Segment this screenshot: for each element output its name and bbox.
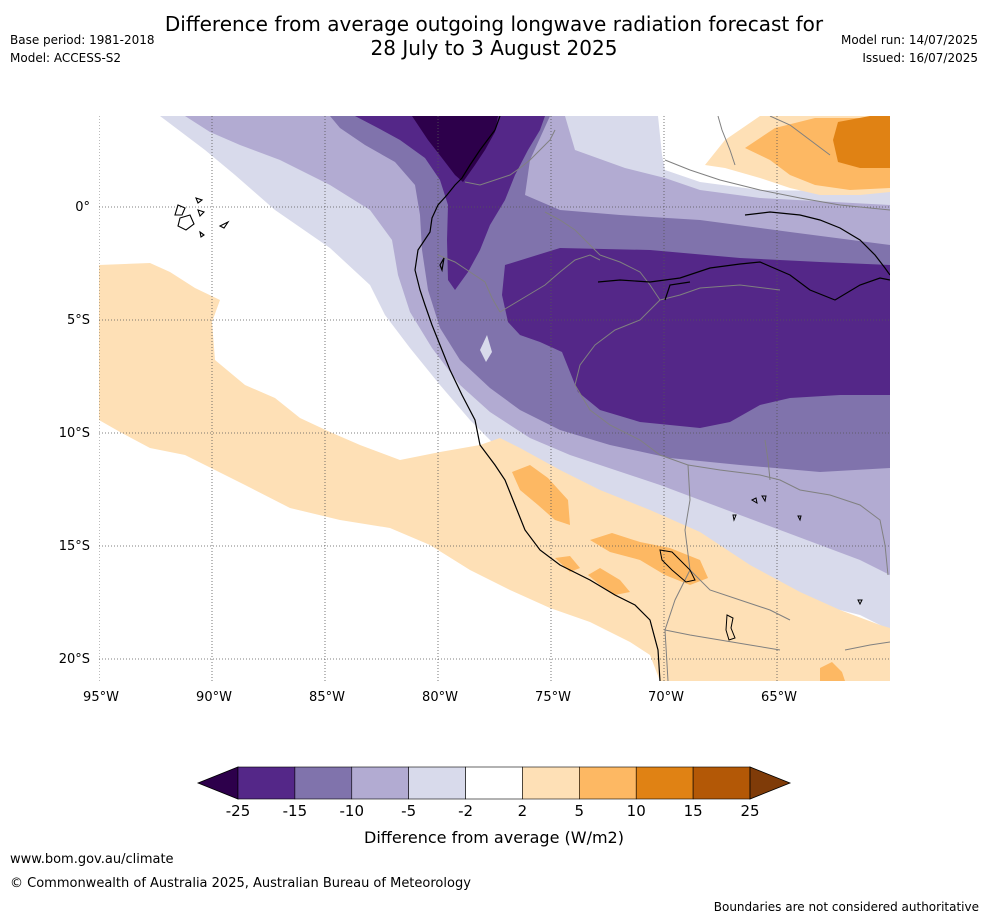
model-name: Model: ACCESS-S2 — [10, 51, 122, 65]
website-text: www.bom.gov.au/climate — [10, 852, 174, 867]
colorbar-segment — [579, 766, 637, 800]
anomaly-hole-1 — [480, 335, 492, 362]
colorbar-segment — [237, 766, 296, 800]
colorbar-segment — [294, 766, 353, 800]
colorbar-tick-label: 25 — [740, 802, 759, 820]
latitude-labels: 0° 5°S 10°S 15°S 20°S — [59, 200, 90, 667]
title-line-2: 28 July to 3 August 2025 — [370, 36, 618, 60]
base-period: Base period: 1981-2018 — [10, 33, 155, 47]
lakes — [659, 495, 863, 641]
colorbar-label: Difference from average (W/m2) — [364, 828, 624, 847]
gridlines — [99, 116, 890, 681]
colorbar-tick-label: -2 — [458, 802, 473, 820]
anomaly-zone-orange-peru-1 — [512, 465, 570, 525]
colorbar-segment — [522, 766, 580, 800]
colorbar-segment — [408, 766, 466, 800]
lon-label: 80°W — [422, 690, 458, 705]
colorbar-tick-label: -10 — [340, 802, 365, 820]
title-line-1: Difference from average outgoing longwav… — [164, 12, 824, 36]
colorbar-tick-label: 2 — [518, 802, 528, 820]
lon-label: 75°W — [535, 690, 571, 705]
copyright-text: © Commonwealth of Australia 2025, Austra… — [10, 876, 471, 891]
anomaly-zone-orange-peru-2 — [590, 533, 708, 585]
lon-label: 70°W — [648, 690, 684, 705]
colorbar-segment — [635, 766, 694, 800]
colorbar-segment — [465, 766, 523, 800]
anomaly-zone-orange-peru-4 — [588, 568, 630, 595]
lat-label: 20°S — [59, 652, 90, 667]
colorbar-tick-label: 5 — [575, 802, 585, 820]
lat-label: 15°S — [59, 539, 90, 554]
colorbar-tick-label: -15 — [283, 802, 308, 820]
page-title: Difference from average outgoing longwav… — [0, 12, 988, 60]
colorbar-arrow-high — [749, 766, 792, 800]
lat-label: 0° — [75, 200, 90, 215]
lon-label: 90°W — [196, 690, 232, 705]
lon-label: 65°W — [761, 690, 797, 705]
anomaly-zone-orange-south — [820, 662, 845, 681]
anomaly-zone-orange-peru-3 — [555, 556, 580, 572]
colorbar-tick-label: 15 — [684, 802, 703, 820]
lon-label: 95°W — [83, 690, 119, 705]
colorbar: -25 -15 -10 -5 -2 2 5 10 15 25 — [196, 766, 792, 820]
colorbar-arrow-low — [196, 766, 239, 800]
disclaimer-text: Boundaries are not considered authoritat… — [713, 900, 979, 914]
lat-label: 5°S — [67, 313, 90, 328]
anomaly-zone-darkest-purple — [412, 116, 498, 182]
colorbar-segment — [351, 766, 409, 800]
anomaly-zone-dark-purple-north — [355, 116, 545, 290]
colorbar-tick-label: -25 — [226, 802, 251, 820]
map-panel — [99, 116, 890, 681]
country-borders — [437, 116, 890, 681]
coastlines — [414, 116, 890, 681]
model-run: Model run: 14/07/2025 — [840, 33, 978, 47]
issued-date: Issued: 16/07/2025 — [862, 51, 978, 65]
anomaly-zone-dark-purple-core — [502, 248, 890, 428]
lat-label: 10°S — [59, 426, 90, 441]
galapagos-islands — [174, 197, 230, 238]
anomaly-zone-light-orange-south — [790, 638, 890, 681]
longitude-labels: 95°W 90°W 85°W 80°W 75°W 70°W 65°W — [83, 690, 797, 705]
colorbar-segment — [692, 766, 751, 800]
colorbar-tick-label: -5 — [401, 802, 416, 820]
colorbar-tick-label: 10 — [627, 802, 646, 820]
anomaly-zone-dark-orange-northeast — [833, 116, 890, 168]
lon-label: 85°W — [309, 690, 345, 705]
